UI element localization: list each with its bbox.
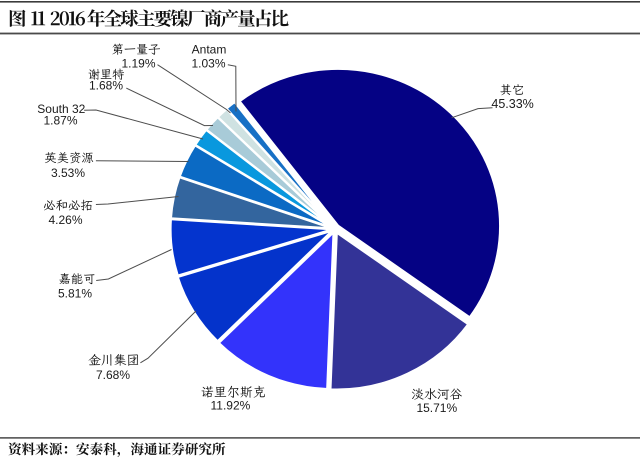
svg-text:1.87%: 1.87% — [43, 114, 77, 128]
svg-text:7.68%: 7.68% — [96, 368, 130, 382]
svg-text:1.19%: 1.19% — [121, 57, 155, 71]
svg-text:South 32: South 32 — [37, 102, 85, 116]
svg-text:Antam: Antam — [192, 43, 227, 57]
svg-text:4.26%: 4.26% — [48, 213, 82, 227]
svg-text:1.68%: 1.68% — [89, 79, 123, 93]
svg-text:3.53%: 3.53% — [51, 166, 85, 180]
svg-text:45.33%: 45.33% — [491, 97, 533, 111]
svg-text:5.81%: 5.81% — [58, 287, 92, 301]
svg-text:11.92%: 11.92% — [210, 399, 250, 413]
svg-text:15.71%: 15.71% — [416, 401, 457, 415]
svg-text:1.03%: 1.03% — [191, 57, 225, 71]
